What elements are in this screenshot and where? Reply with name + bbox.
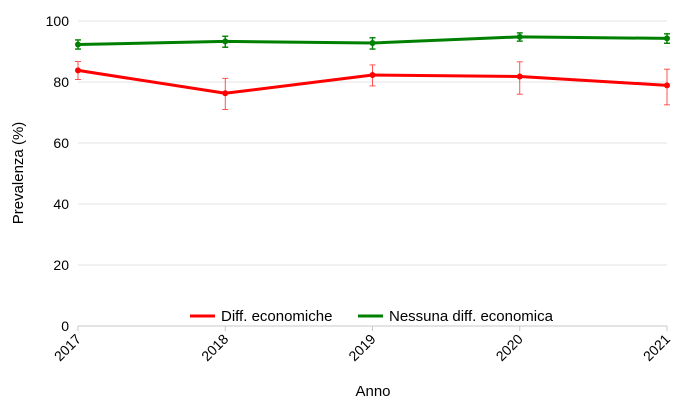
y-tick-label-40: 40: [53, 196, 69, 212]
data-point: [369, 71, 376, 78]
y-tick-label-20: 20: [53, 257, 69, 273]
data-point: [222, 90, 229, 97]
x-tick-label-2020: 2020: [493, 331, 526, 364]
series-layer: [75, 32, 670, 110]
y-axis-ticks: 0 20 40 60 80 100: [46, 13, 70, 334]
data-point: [75, 67, 81, 74]
data-point: [369, 39, 376, 46]
grid-lines: [78, 20, 667, 266]
y-tick-label-100: 100: [46, 13, 70, 29]
x-tick-label-2021: 2021: [640, 331, 673, 364]
data-point: [664, 35, 670, 42]
data-point: [516, 73, 523, 80]
series-2: [75, 32, 670, 50]
x-axis-ticks: 2017 2018 2019 2020 2021: [51, 326, 673, 364]
data-point: [516, 33, 523, 40]
x-tick-label-2019: 2019: [345, 331, 378, 364]
y-axis-title: Prevalenza (%): [10, 122, 27, 225]
series-1: [75, 61, 670, 110]
y-tick-label-0: 0: [61, 318, 69, 334]
y-tick-label-80: 80: [53, 74, 69, 90]
data-point: [222, 38, 229, 45]
x-axis-title: Anno: [355, 383, 390, 399]
legend-label-1: Diff. economiche: [221, 308, 332, 325]
legend: Diff. economiche Nessuna diff. economica: [190, 308, 554, 325]
y-tick-label-60: 60: [53, 135, 69, 151]
legend-label-2: Nessuna diff. economica: [389, 308, 554, 325]
x-tick-label-2018: 2018: [198, 331, 231, 364]
x-tick-label-2017: 2017: [51, 331, 84, 364]
data-point: [75, 41, 81, 48]
data-point: [664, 82, 670, 89]
